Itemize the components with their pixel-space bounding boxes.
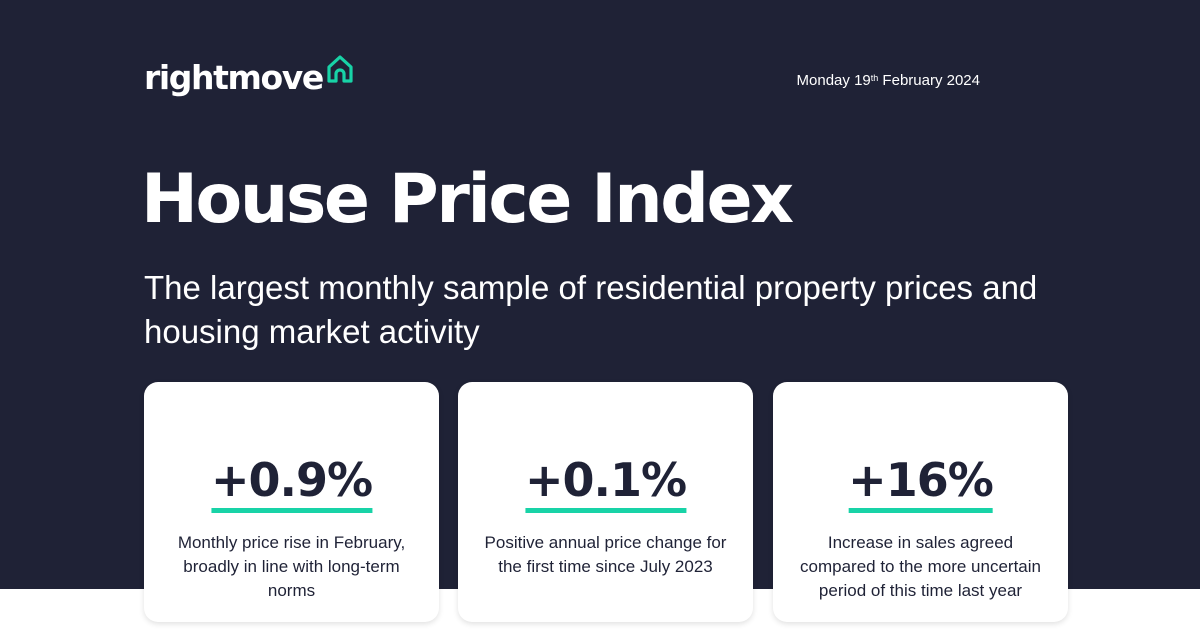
stat-value: +0.1% [524, 452, 687, 513]
stat-card-monthly-price: +0.9% Monthly price rise in February, br… [144, 382, 439, 622]
stat-value: +16% [848, 452, 994, 513]
stat-description: Positive annual price change for the fir… [484, 533, 727, 576]
logo-wordmark: rightmove [144, 58, 324, 97]
house-icon [325, 54, 355, 89]
stat-card-annual-price: +0.1% Positive annual price change for t… [458, 382, 753, 622]
page-subtitle: The largest monthly sample of residentia… [144, 269, 1038, 350]
stat-value: +0.9% [210, 452, 373, 513]
stat-card-sales-agreed: +16% Increase in sales agreed compared t… [773, 382, 1068, 622]
publication-date: Monday 19th February 2024 [796, 72, 980, 89]
rightmove-logo[interactable]: rightmove [144, 55, 355, 98]
stat-description: Monthly price rise in February, broadly … [177, 533, 406, 600]
page-title: House Price Index [141, 160, 794, 239]
stat-description: Increase in sales agreed compared to the… [800, 533, 1041, 600]
